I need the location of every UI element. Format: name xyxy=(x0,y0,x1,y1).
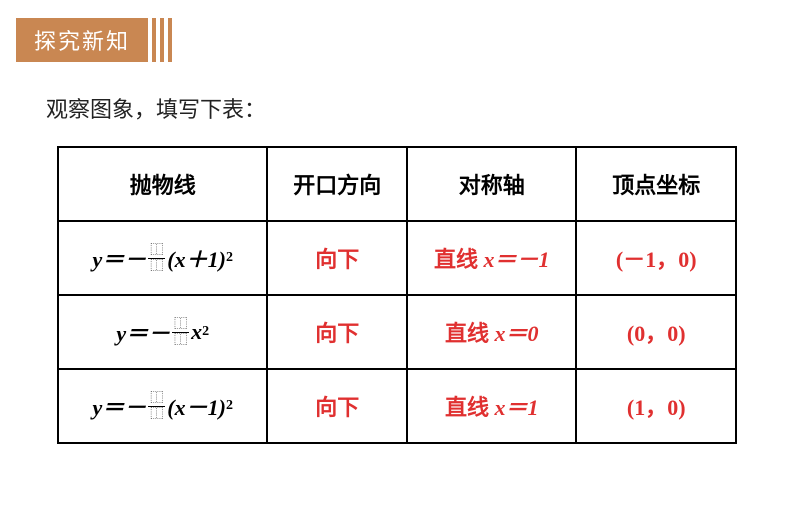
cell-equation: y＝－⿰⿰x2 xyxy=(58,295,267,369)
cell-vertex: (0，0) xyxy=(576,295,736,369)
cell-axis: 直线 x＝－1 xyxy=(407,221,576,295)
section-header: 探究新知 xyxy=(16,18,794,62)
properties-table: 抛物线 开口方向 对称轴 顶点坐标 y＝－⿰⿰(x＋1)2 向下 直线 x＝－1… xyxy=(57,146,737,444)
table-header-row: 抛物线 开口方向 对称轴 顶点坐标 xyxy=(58,147,736,221)
col-header-direction: 开口方向 xyxy=(267,147,407,221)
col-header-axis: 对称轴 xyxy=(407,147,576,221)
cell-direction: 向下 xyxy=(267,221,407,295)
col-header-vertex: 顶点坐标 xyxy=(576,147,736,221)
cell-direction: 向下 xyxy=(267,295,407,369)
table-row: y＝－⿰⿰(x＋1)2 向下 直线 x＝－1 (－1，0) xyxy=(58,221,736,295)
cell-vertex: (－1，0) xyxy=(576,221,736,295)
cell-equation: y＝－⿰⿰(x＋1)2 xyxy=(58,221,267,295)
cell-axis: 直线 x＝1 xyxy=(407,369,576,443)
cell-direction: 向下 xyxy=(267,369,407,443)
cell-vertex: (1，0) xyxy=(576,369,736,443)
col-header-equation: 抛物线 xyxy=(58,147,267,221)
instruction-text: 观察图象，填写下表： xyxy=(46,92,794,124)
cell-equation: y＝－⿰⿰(x－1)2 xyxy=(58,369,267,443)
table-row: y＝－⿰⿰x2 向下 直线 x＝0 (0，0) xyxy=(58,295,736,369)
table-container: 抛物线 开口方向 对称轴 顶点坐标 y＝－⿰⿰(x＋1)2 向下 直线 x＝－1… xyxy=(0,146,794,444)
cell-axis: 直线 x＝0 xyxy=(407,295,576,369)
table-row: y＝－⿰⿰(x－1)2 向下 直线 x＝1 (1，0) xyxy=(58,369,736,443)
section-header-bars xyxy=(152,18,176,62)
section-header-label: 探究新知 xyxy=(16,18,148,62)
